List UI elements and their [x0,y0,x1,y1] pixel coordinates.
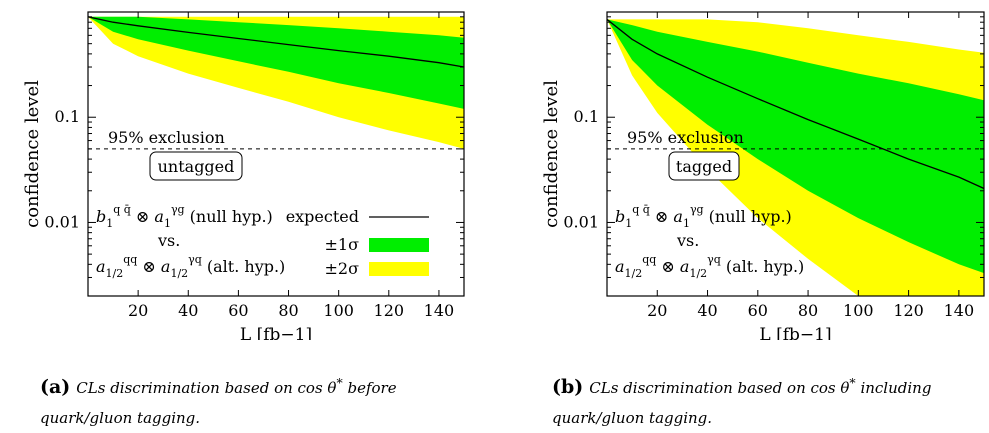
expected-line-b [607,18,984,190]
caption-a: (a) CLs discrimination based on cos θ* be… [40,368,480,433]
legend-2sigma-label: ±2σ [324,259,359,278]
xtick-label-a-60: 60 [228,301,248,320]
legend-1sigma-swatch [369,238,429,252]
xtick-label-a-80: 80 [278,301,298,320]
ytick-label-b-0: 0.01 [563,212,599,231]
band-1sigma-a [88,16,464,109]
null-hyp-b: b1q q̄ ⊗ a1γg (null hyp.) [615,203,792,230]
null-hyp-a: b1q q̄ ⊗ a1γg (null hyp.) [96,203,273,230]
xlabel-b: L [fb−1] [759,325,831,340]
caption-b-text: CLs discrimination based on cos θ [589,379,850,397]
ytick-label-a-1: 0.1 [55,107,80,126]
xtick-label-b-80: 80 [798,301,818,320]
expected-line-a [88,16,464,68]
ytick-label-b-1: 0.1 [574,107,599,126]
legend-1sigma-label: ±1σ [324,235,359,254]
vs-b: vs. [676,231,699,250]
panel-a: 95% exclusion 20 40 60 80 100 120 140 0.01 0.1 con… [22,11,465,340]
caption-b-sup: * [849,375,856,390]
box-b [668,151,740,181]
plot-area-a [88,16,464,149]
legend-2sigma-swatch [369,262,429,276]
xtick-label-b-140: 140 [944,301,975,320]
xtick-label-a-120: 120 [374,301,405,320]
xtick-label-b-120: 120 [893,301,924,320]
frame-b [606,11,985,297]
plot-area-b [607,18,984,296]
box-a [149,151,243,181]
exclusion-label-b: 95% exclusion [627,128,744,147]
alt-hyp-a: a1/2qq ⊗ a1/2γq (alt. hyp.) [96,253,285,280]
box-label-b: tagged [676,157,732,176]
band-1sigma-b [607,19,984,274]
ytick-label-a-0: 0.01 [44,212,80,231]
xtick-label-a-100: 100 [323,301,354,320]
panel-b: 95% exclusion 20 40 60 80 100 120 140 0.01 0.1 con… [541,11,985,340]
alt-hyp-b: a1/2qq ⊗ a1/2γq (alt. hyp.) [615,253,804,280]
frame-a [87,11,465,297]
figure: 95% exclusion 20 40 60 80 100 120 140 0.01 0.1 con… [22,11,985,340]
xtick-label-a-40: 40 [178,301,198,320]
exclusion-label-a: 95% exclusion [108,128,225,147]
xtick-label-b-40: 40 [697,301,717,320]
caption-a-tag: (a) [40,376,71,398]
xtick-label-a-20: 20 [128,301,148,320]
caption-a-sup: * [336,375,343,390]
caption-b: (b) CLs discrimination based on cos θ* in… [552,368,982,433]
legend-expected-label: expected [286,207,359,226]
ylabel-a: confidence level [22,80,43,228]
xtick-label-a-140: 140 [424,301,455,320]
caption-b-tag: (b) [552,376,584,398]
vs-a: vs. [157,231,180,250]
box-label-a: untagged [158,157,235,176]
caption-a-text: CLs discrimination based on cos θ [76,379,337,397]
xtick-label-b-20: 20 [647,301,667,320]
xtick-label-b-60: 60 [748,301,768,320]
ylabel-b: confidence level [541,80,562,228]
xtick-label-b-100: 100 [843,301,874,320]
xlabel-a: L [fb−1] [240,325,312,340]
